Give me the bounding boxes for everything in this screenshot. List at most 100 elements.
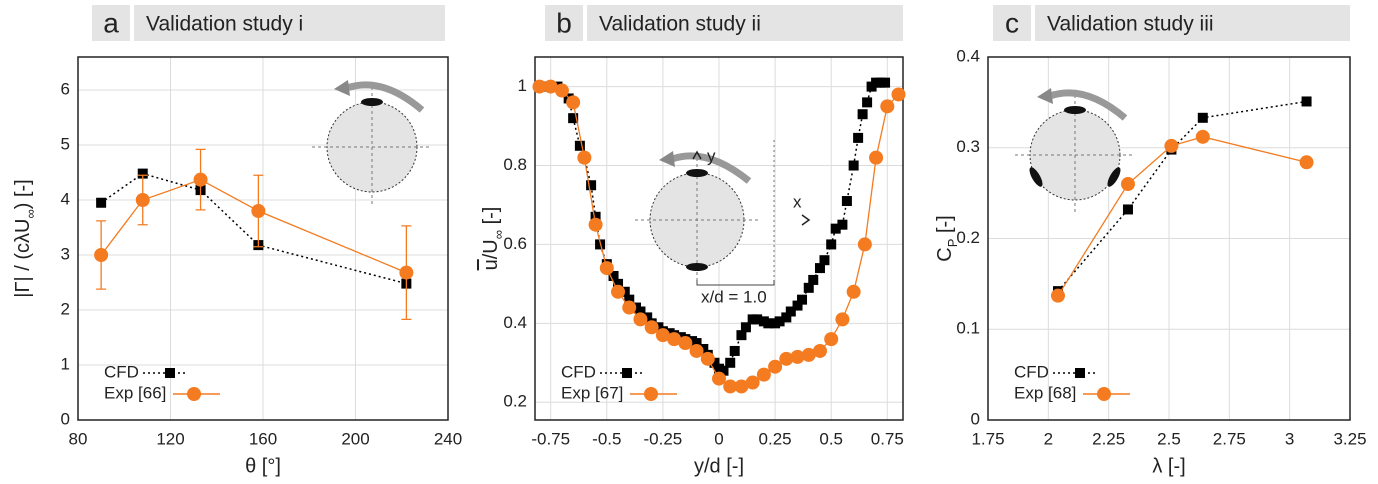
data-point <box>1197 112 1208 123</box>
panel-letter: c <box>1005 7 1019 38</box>
data-point <box>835 312 850 327</box>
y-tick-label: 0 <box>61 409 70 428</box>
data-point <box>599 261 614 276</box>
panel-letter-box <box>545 5 583 41</box>
data-point <box>574 140 585 151</box>
y-tick-label: 5 <box>61 134 70 153</box>
panel-title: Validation study iii <box>1047 13 1214 36</box>
x-tick-label: -0.5 <box>592 429 621 448</box>
y-tick-label: 1 <box>61 354 70 373</box>
y-tick-label: 2 <box>61 299 70 318</box>
plot-frame <box>534 56 904 421</box>
x-tick-label: 3 <box>1285 429 1294 448</box>
legend-label: Exp [68] <box>1014 383 1076 402</box>
panel-letter-box <box>92 5 130 41</box>
data-point <box>698 343 709 354</box>
data-point <box>797 294 808 305</box>
inset-schematic: y x x/d = 1.0 <box>635 140 811 306</box>
data-point <box>869 150 884 165</box>
legend-marker <box>1075 368 1085 378</box>
y-tick-label: 0.3 <box>956 137 980 156</box>
data-point <box>812 343 827 358</box>
data-point <box>1301 96 1312 107</box>
y-tick-label: 1 <box>518 76 527 95</box>
data-point <box>740 322 751 333</box>
rotation-arrow <box>1048 89 1128 121</box>
x-tick-label: 2.75 <box>1213 429 1246 448</box>
y-tick-label: 6 <box>61 79 70 98</box>
data-point <box>590 211 601 222</box>
data-point <box>857 109 868 120</box>
data-point <box>768 359 783 374</box>
data-point <box>729 345 740 356</box>
x-tick-label: -0.25 <box>644 429 683 448</box>
legend-label: CFD <box>561 362 596 381</box>
x-tick-label: 200 <box>341 429 369 448</box>
data-point <box>853 132 864 143</box>
y-axis-label-part: P <box>945 239 960 248</box>
data-point <box>841 196 852 207</box>
data-point <box>568 113 579 124</box>
panel-title: Validation study i <box>146 13 303 36</box>
data-point <box>1164 138 1179 153</box>
legend-marker <box>165 368 175 378</box>
x-tick-label: 2 <box>1044 429 1053 448</box>
y-axis-label-part: ∞ <box>491 230 506 239</box>
data-point <box>1050 288 1065 303</box>
legend-label: Exp [67] <box>561 383 623 402</box>
x-tick-label: 2.5 <box>1157 429 1181 448</box>
data-point <box>880 77 891 88</box>
data-point <box>779 351 794 366</box>
y-tick-label: 0.8 <box>503 155 527 174</box>
y-axis-label: u/U∞ [-] <box>480 207 506 271</box>
data-point <box>613 278 624 289</box>
data-point <box>1195 129 1210 144</box>
data-point <box>1122 204 1133 215</box>
x-axis-label: λ [-] <box>1152 455 1185 477</box>
y-tick-label: 4 <box>61 189 70 208</box>
blade <box>1029 167 1043 187</box>
panel-letter: b <box>556 7 572 38</box>
legend-label: CFD <box>104 362 139 381</box>
data-point <box>790 349 805 364</box>
data-point <box>709 357 720 368</box>
y-axis-label: |Γ| / (cλU∞) [-] <box>12 179 38 297</box>
rotation-arrowhead <box>659 151 675 167</box>
legend-marker <box>644 387 658 401</box>
data-point <box>824 332 839 347</box>
data-point <box>763 318 774 329</box>
x-tick-label: 0 <box>714 429 723 448</box>
rotation-arrowhead <box>1037 88 1053 104</box>
data-point <box>736 330 747 341</box>
data-point <box>586 180 597 191</box>
rotation-arrow <box>345 81 425 113</box>
y-tick-label: 0 <box>971 409 980 428</box>
annotation: x/d = 1.0 <box>701 287 767 306</box>
x-tick-label: 240 <box>434 429 462 448</box>
panel-title: Validation study ii <box>599 13 761 36</box>
inset-arrow <box>692 150 702 160</box>
y-axis-label-part: |Γ| / (cλU <box>12 219 34 298</box>
data-point <box>399 265 414 280</box>
data-point <box>830 223 841 234</box>
x-tick-label: 1.75 <box>971 429 1004 448</box>
data-point <box>193 172 208 187</box>
rotation-arrowhead <box>334 80 350 96</box>
data-point <box>667 332 682 347</box>
legend-marker <box>622 368 632 378</box>
data-point <box>803 282 814 293</box>
x-axis-label: y/d [-] <box>694 455 744 477</box>
y-tick-label: 0.1 <box>956 319 980 338</box>
data-point <box>566 95 581 110</box>
data-point <box>644 320 659 335</box>
y-tick-label: 3 <box>61 244 70 263</box>
blade <box>1107 167 1121 187</box>
legend-marker <box>187 387 201 401</box>
data-point <box>691 338 702 349</box>
x-tick-label: 3.25 <box>1333 429 1366 448</box>
data-point <box>826 239 837 250</box>
x-tick-label: -0.75 <box>531 429 570 448</box>
data-point <box>655 328 670 343</box>
data-point <box>251 204 266 218</box>
